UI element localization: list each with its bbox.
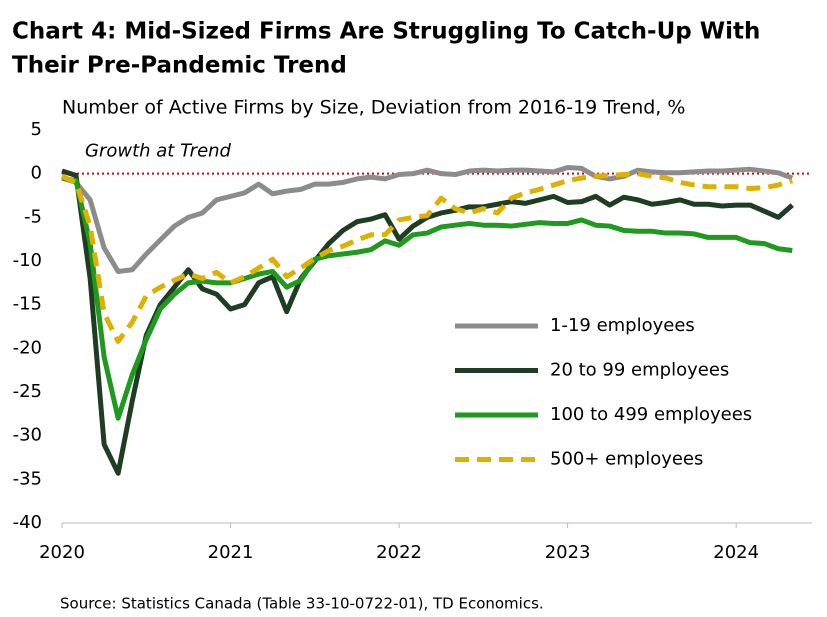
chart-title: Chart 4: Mid-Sized Firms Are Struggling … <box>12 19 760 45</box>
x-tick-label: 2024 <box>713 542 759 563</box>
y-tick-label: 5 <box>31 119 42 140</box>
x-tick-label: 2023 <box>545 542 591 563</box>
legend-label: 100 to 499 employees <box>550 404 752 425</box>
y-tick-label: -10 <box>13 250 42 271</box>
reference-label: Growth at Trend <box>85 141 232 162</box>
y-tick-label: -15 <box>13 294 42 315</box>
chart-subtitle: Number of Active Firms by Size, Deviatio… <box>62 97 685 119</box>
series-line <box>61 165 794 274</box>
y-tick-label: -25 <box>13 381 42 402</box>
series-line <box>61 175 793 421</box>
source-note: Source: Statistics Canada (Table 33-10-0… <box>60 595 544 613</box>
y-tick-label: 0 <box>31 163 42 184</box>
y-tick-label: -40 <box>13 512 42 533</box>
chart-title: Their Pre-Pandemic Trend <box>12 53 347 79</box>
series-line <box>60 171 794 344</box>
x-tick-label: 2021 <box>208 542 254 563</box>
x-tick-label: 2020 <box>39 542 85 563</box>
legend-label: 1-19 employees <box>550 315 695 336</box>
x-tick-label: 2022 <box>376 542 422 563</box>
y-tick-label: -30 <box>13 425 42 446</box>
legend-label: 500+ employees <box>550 449 703 470</box>
y-tick-label: -20 <box>13 337 42 358</box>
legend-label: 20 to 99 employees <box>550 360 729 381</box>
y-tick-label: -35 <box>13 468 42 489</box>
y-tick-label: -5 <box>24 206 42 227</box>
